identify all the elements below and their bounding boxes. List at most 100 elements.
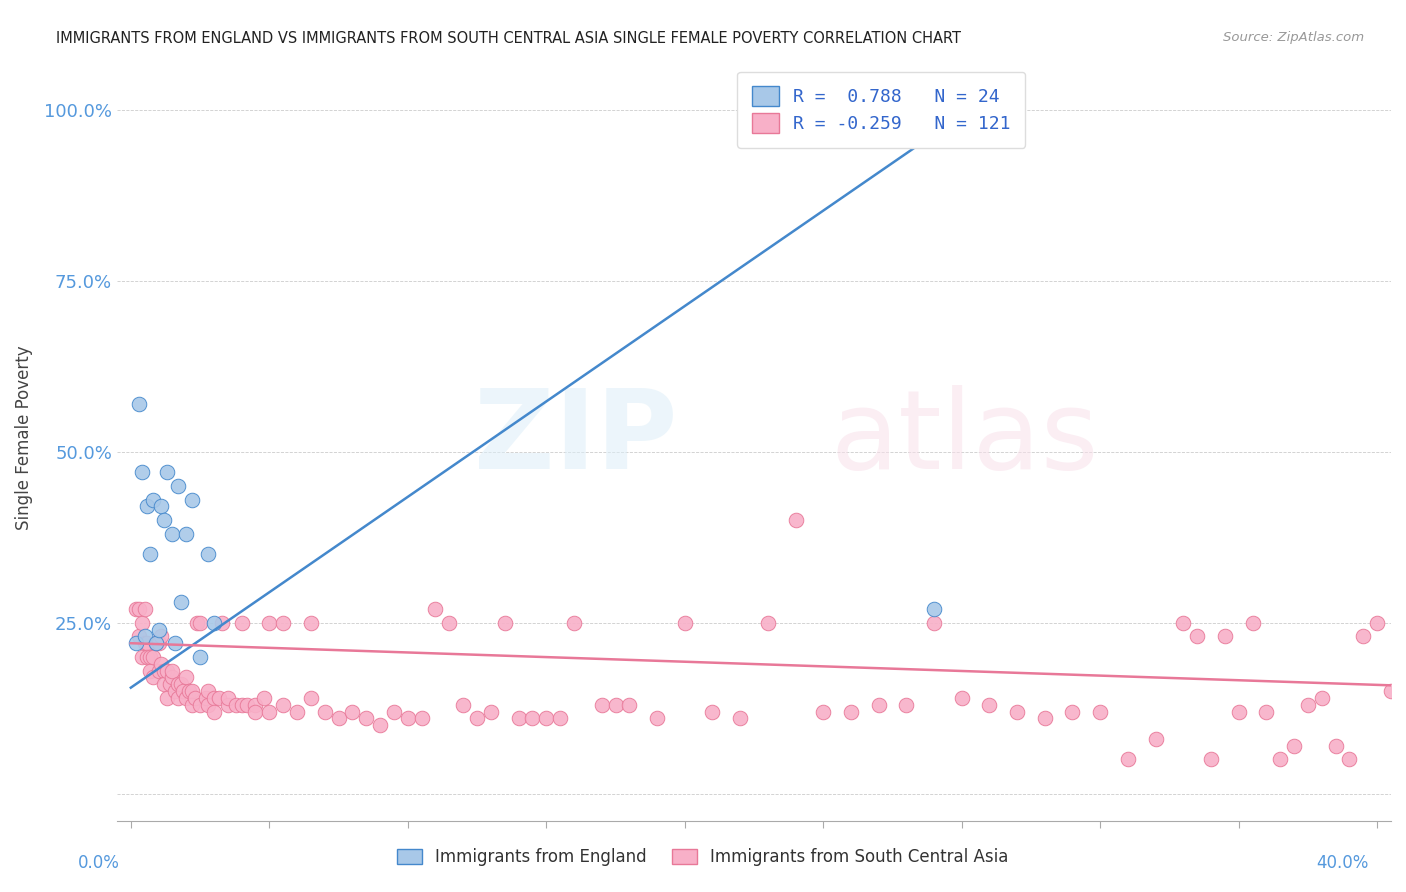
- Point: [202, 690, 225, 705]
- Point: [1339, 752, 1361, 766]
- Text: ZIP: ZIP: [474, 384, 678, 491]
- Point: [494, 615, 516, 630]
- Point: [148, 664, 170, 678]
- Point: [285, 705, 308, 719]
- Point: [1296, 698, 1319, 712]
- Point: [139, 649, 162, 664]
- Point: [128, 602, 150, 616]
- Point: [1270, 752, 1292, 766]
- Point: [522, 711, 544, 725]
- Point: [1185, 629, 1208, 643]
- Point: [172, 684, 194, 698]
- Point: [425, 602, 447, 616]
- Point: [979, 698, 1001, 712]
- Point: [1116, 752, 1139, 766]
- Point: [225, 698, 247, 712]
- Point: [131, 615, 153, 630]
- Point: [382, 705, 405, 719]
- Point: [136, 636, 159, 650]
- Point: [159, 677, 181, 691]
- Point: [271, 698, 294, 712]
- Point: [177, 684, 200, 698]
- Point: [328, 711, 350, 725]
- Point: [756, 615, 779, 630]
- Point: [211, 615, 233, 630]
- Point: [165, 636, 187, 650]
- Point: [1393, 698, 1406, 712]
- Text: 0.0%: 0.0%: [77, 855, 120, 872]
- Point: [165, 684, 187, 698]
- Point: [128, 397, 150, 411]
- Point: [148, 636, 170, 650]
- Point: [868, 698, 890, 712]
- Point: [153, 677, 176, 691]
- Point: [479, 705, 502, 719]
- Point: [170, 677, 193, 691]
- Point: [145, 636, 167, 650]
- Point: [508, 711, 530, 725]
- Point: [562, 615, 585, 630]
- Point: [136, 649, 159, 664]
- Point: [142, 492, 165, 507]
- Point: [439, 615, 461, 630]
- Point: [180, 698, 202, 712]
- Point: [180, 492, 202, 507]
- Point: [156, 465, 179, 479]
- Point: [591, 698, 613, 712]
- Point: [125, 602, 148, 616]
- Point: [167, 479, 190, 493]
- Point: [896, 698, 918, 712]
- Point: [1379, 684, 1402, 698]
- Point: [142, 649, 165, 664]
- Point: [1144, 731, 1167, 746]
- Point: [194, 690, 217, 705]
- Point: [139, 664, 162, 678]
- Point: [231, 698, 253, 712]
- Point: [186, 615, 208, 630]
- Point: [342, 705, 364, 719]
- Point: [605, 698, 627, 712]
- Point: [128, 629, 150, 643]
- Point: [131, 465, 153, 479]
- Point: [645, 711, 668, 725]
- Point: [167, 677, 190, 691]
- Text: IMMIGRANTS FROM ENGLAND VS IMMIGRANTS FROM SOUTH CENTRAL ASIA SINGLE FEMALE POVE: IMMIGRANTS FROM ENGLAND VS IMMIGRANTS FR…: [56, 31, 962, 46]
- Point: [299, 690, 322, 705]
- Point: [465, 711, 488, 725]
- Point: [922, 602, 945, 616]
- Point: [150, 500, 173, 514]
- Point: [153, 513, 176, 527]
- Point: [245, 705, 267, 719]
- Y-axis label: Single Female Poverty: Single Female Poverty: [15, 346, 32, 531]
- Point: [162, 664, 184, 678]
- Point: [785, 513, 807, 527]
- Point: [979, 103, 1001, 117]
- Point: [156, 690, 179, 705]
- Point: [139, 547, 162, 561]
- Point: [162, 670, 184, 684]
- Point: [167, 690, 190, 705]
- Point: [1282, 739, 1305, 753]
- Point: [188, 615, 211, 630]
- Point: [162, 526, 184, 541]
- Point: [153, 664, 176, 678]
- Point: [259, 615, 281, 630]
- Text: 40.0%: 40.0%: [1316, 855, 1369, 872]
- Point: [1199, 752, 1222, 766]
- Point: [839, 705, 862, 719]
- Point: [236, 698, 259, 712]
- Point: [299, 615, 322, 630]
- Legend: Immigrants from England, Immigrants from South Central Asia: Immigrants from England, Immigrants from…: [389, 840, 1017, 875]
- Point: [936, 103, 959, 117]
- Point: [619, 698, 641, 712]
- Point: [136, 500, 159, 514]
- Point: [217, 698, 239, 712]
- Point: [354, 711, 377, 725]
- Point: [368, 718, 391, 732]
- Point: [188, 649, 211, 664]
- Point: [536, 711, 558, 725]
- Point: [183, 690, 205, 705]
- Point: [922, 615, 945, 630]
- Point: [174, 670, 197, 684]
- Text: Source: ZipAtlas.com: Source: ZipAtlas.com: [1223, 31, 1364, 45]
